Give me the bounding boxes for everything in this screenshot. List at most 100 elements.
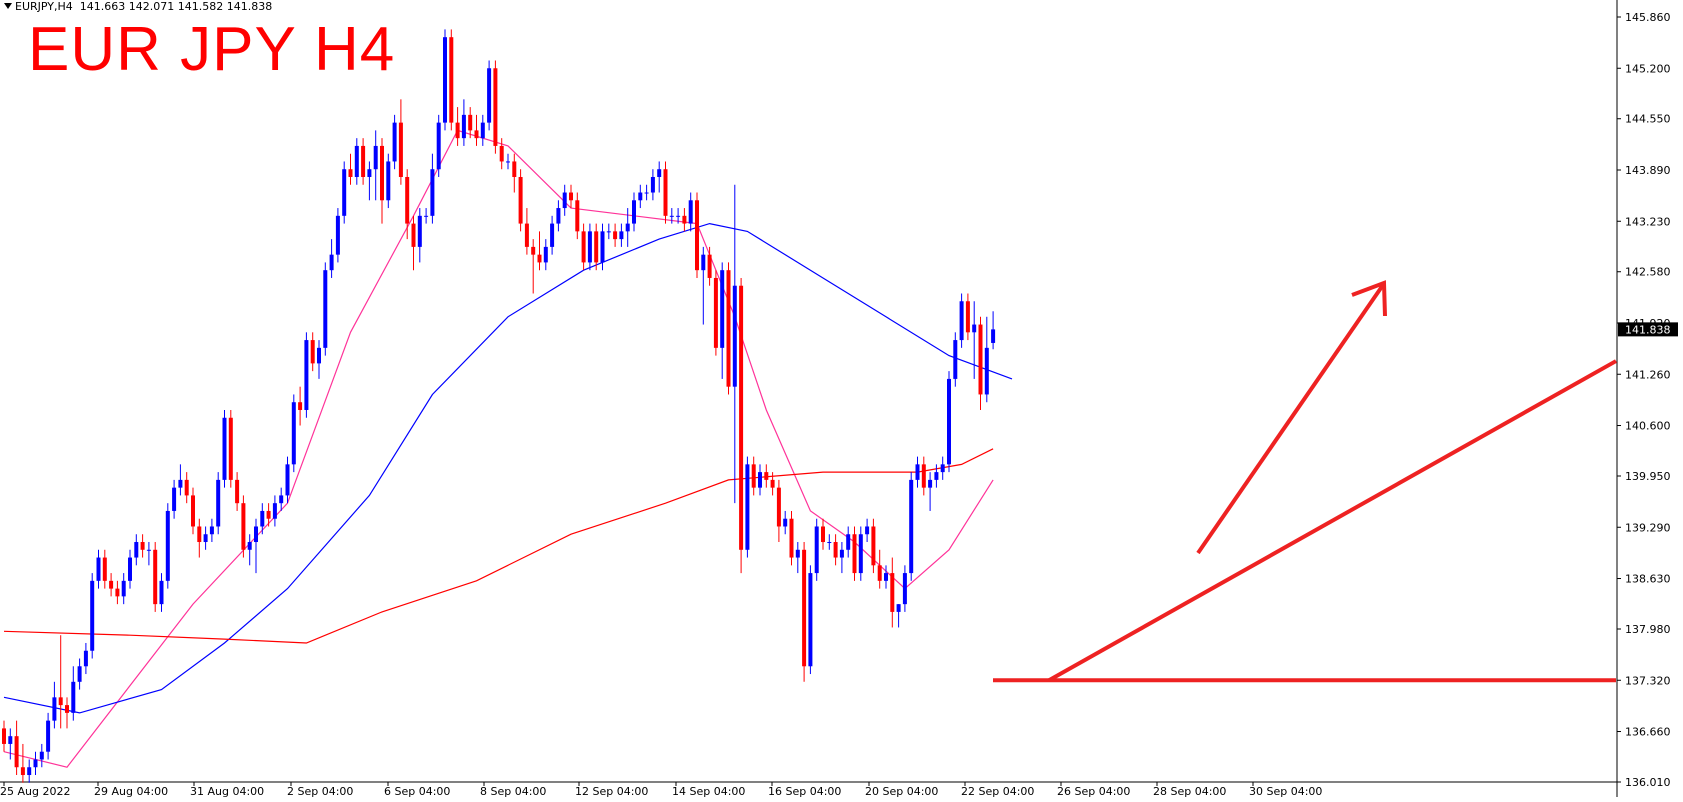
- arrow-shaft: [1196, 283, 1385, 555]
- candle-body: [140, 542, 145, 550]
- candle-body: [298, 402, 303, 410]
- candle-body: [638, 192, 643, 201]
- candle-body: [222, 417, 227, 480]
- candle-body: [865, 526, 870, 535]
- candle-body: [115, 588, 120, 597]
- time-tick-label: 14 Sep 04:00: [672, 785, 745, 797]
- candle-body: [279, 495, 284, 504]
- candle-body: [354, 145, 359, 177]
- time-tick-label: 22 Sep 04:00: [961, 785, 1034, 797]
- price-tick-label: 139.290: [1625, 521, 1671, 534]
- moving-average-mid: [3, 222, 1013, 714]
- candle-body: [203, 534, 208, 543]
- candle-body: [430, 169, 435, 216]
- candle-body: [71, 681, 76, 713]
- candle-body: [411, 223, 416, 247]
- candle-body: [184, 479, 189, 496]
- candle-body: [235, 479, 240, 504]
- current-price-label: 141.838: [1625, 323, 1671, 336]
- candle-body: [424, 215, 429, 217]
- candle-body: [197, 526, 202, 543]
- candle-body: [871, 526, 876, 566]
- header-symbol: EURJPY,H4: [15, 0, 73, 13]
- candle-body: [241, 503, 246, 550]
- candle-body: [531, 246, 536, 255]
- candle-body: [928, 479, 933, 488]
- candle-body: [909, 479, 914, 574]
- candle-body: [569, 192, 573, 201]
- price-tick-label: 143.890: [1625, 164, 1671, 177]
- price-tick-label: 142.580: [1625, 266, 1671, 279]
- candle-body: [877, 565, 882, 581]
- time-tick-label: 20 Sep 04:00: [865, 785, 938, 797]
- candle-body: [947, 378, 951, 465]
- candle-body: [852, 534, 857, 574]
- current-price-marker: [1618, 322, 1678, 337]
- candle-body: [575, 200, 580, 232]
- candle-body: [191, 495, 195, 527]
- candle-body: [272, 503, 277, 519]
- time-tick-label: 12 Sep 04:00: [575, 785, 648, 797]
- candle-body: [827, 542, 832, 544]
- candle-body: [443, 37, 447, 123]
- candle-body: [216, 479, 221, 527]
- candle-body: [461, 114, 466, 139]
- candle-body: [959, 301, 964, 341]
- candle-body: [46, 720, 51, 752]
- candle-body: [455, 122, 460, 139]
- price-tick-label: 138.630: [1625, 573, 1671, 586]
- candle-body: [833, 542, 838, 558]
- candle-body: [695, 200, 699, 271]
- candle-body: [707, 254, 712, 278]
- candle-body: [266, 510, 271, 519]
- candle-body: [361, 145, 366, 177]
- candle-body: [499, 145, 504, 162]
- time-tick-label: 30 Sep 04:00: [1249, 785, 1322, 797]
- candle-body: [632, 200, 636, 224]
- candle-body: [172, 487, 177, 511]
- candle-body: [839, 549, 844, 558]
- chart-title: EUR JPY H4: [28, 15, 396, 84]
- candle-body: [846, 534, 851, 550]
- candle-body: [978, 324, 983, 395]
- candle-body: [613, 231, 618, 240]
- price-tick-label: 139.950: [1625, 470, 1671, 483]
- candle-body: [493, 68, 498, 146]
- price-tick-label: 140.600: [1625, 420, 1671, 433]
- time-tick-label: 8 Sep 04:00: [480, 785, 546, 797]
- candle-body: [758, 472, 762, 488]
- candle-body: [14, 736, 19, 768]
- time-tick-label: 16 Sep 04:00: [768, 785, 841, 797]
- candle-body: [984, 347, 989, 395]
- candle-body: [556, 208, 561, 224]
- candle-body: [8, 736, 13, 744]
- candle-body: [915, 464, 920, 480]
- candle-body: [745, 464, 750, 550]
- chart-header: EURJPY,H4 141.663 142.071 141.582 141.83…: [4, 0, 272, 13]
- candle-body: [417, 215, 422, 247]
- candle-body: [128, 557, 132, 581]
- dropdown-triangle-icon[interactable]: [4, 3, 12, 9]
- candle-body: [310, 340, 315, 364]
- candle-body: [783, 518, 788, 527]
- candle-body: [619, 231, 624, 240]
- candle-body: [153, 549, 158, 605]
- price-tick-label: 136.660: [1625, 726, 1671, 739]
- candle-body: [537, 254, 542, 263]
- candle-body: [764, 472, 769, 480]
- price-tick-label: 137.320: [1625, 674, 1671, 687]
- candle-body: [802, 549, 807, 667]
- candle-body: [83, 650, 88, 667]
- candle-body: [663, 169, 668, 216]
- candle-body: [392, 122, 397, 162]
- candle-body: [808, 573, 813, 667]
- candle-body: [518, 176, 523, 224]
- candle-body: [657, 169, 662, 177]
- candle-body: [506, 161, 510, 163]
- candle-body: [96, 557, 101, 581]
- price-tick-label: 136.010: [1625, 776, 1671, 789]
- candle-body: [58, 697, 63, 706]
- candle-body: [209, 526, 214, 535]
